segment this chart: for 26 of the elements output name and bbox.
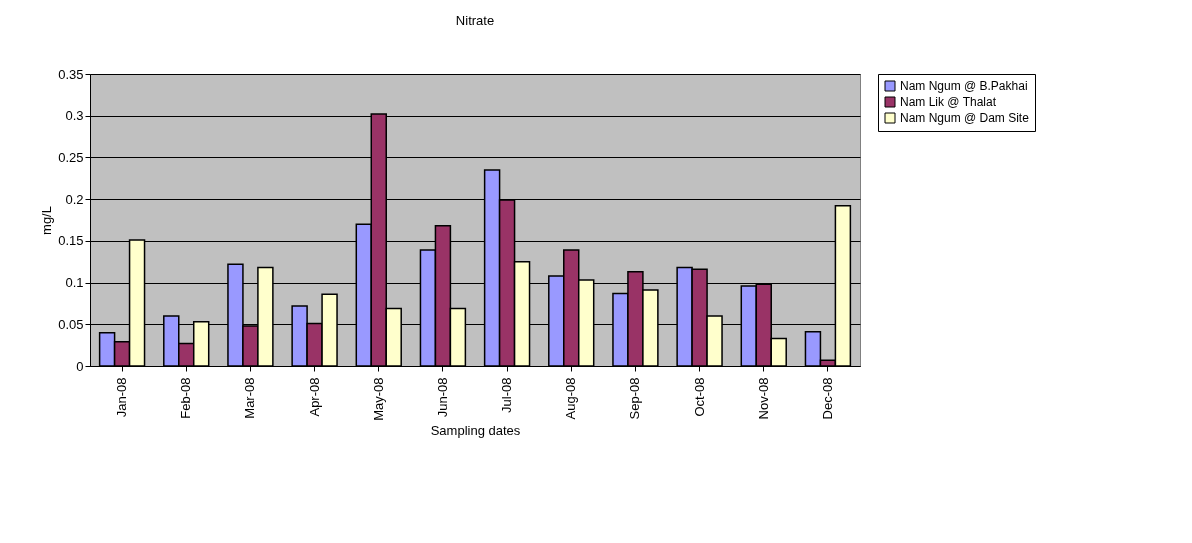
- x-axis-title: Sampling dates: [430, 422, 521, 438]
- x-tick-label: Apr-08: [306, 377, 322, 417]
- y-tick-label: 0.1: [65, 275, 84, 291]
- y-tick-label: 0.3: [65, 108, 84, 124]
- y-tick-label: 0.35: [58, 66, 84, 82]
- y-tick-label: 0: [76, 358, 84, 374]
- x-tick-label: Jan-08: [114, 377, 130, 418]
- x-tick-label: Sep-08: [627, 377, 643, 420]
- legend-label: Nam Lik @ Thalat: [900, 95, 997, 109]
- x-tick-label: Aug-08: [563, 377, 579, 420]
- x-tick-label: Jul-08: [499, 377, 515, 413]
- x-tick-label: Dec-08: [819, 377, 835, 420]
- y-tick-label: 0.2: [65, 191, 84, 207]
- x-tick-label: Feb-08: [178, 377, 194, 419]
- y-tick-label: 0.05: [58, 316, 84, 332]
- chart-title: Nitrate: [455, 13, 495, 28]
- x-tick-label: May-08: [370, 377, 386, 421]
- legend-label: Nam Ngum @ B.Pakhai: [900, 79, 1028, 93]
- x-tick-label: Nov-08: [755, 377, 771, 420]
- y-tick-label: 0.25: [58, 149, 84, 165]
- x-tick-label: Mar-08: [242, 377, 258, 419]
- y-axis-title: mg/L: [39, 206, 55, 235]
- legend-label: Nam Ngum @ Dam Site: [900, 111, 1030, 125]
- x-tick-label: Jun-08: [434, 377, 450, 418]
- y-tick-label: 0.15: [58, 233, 84, 249]
- x-tick-label: Oct-08: [691, 377, 707, 417]
